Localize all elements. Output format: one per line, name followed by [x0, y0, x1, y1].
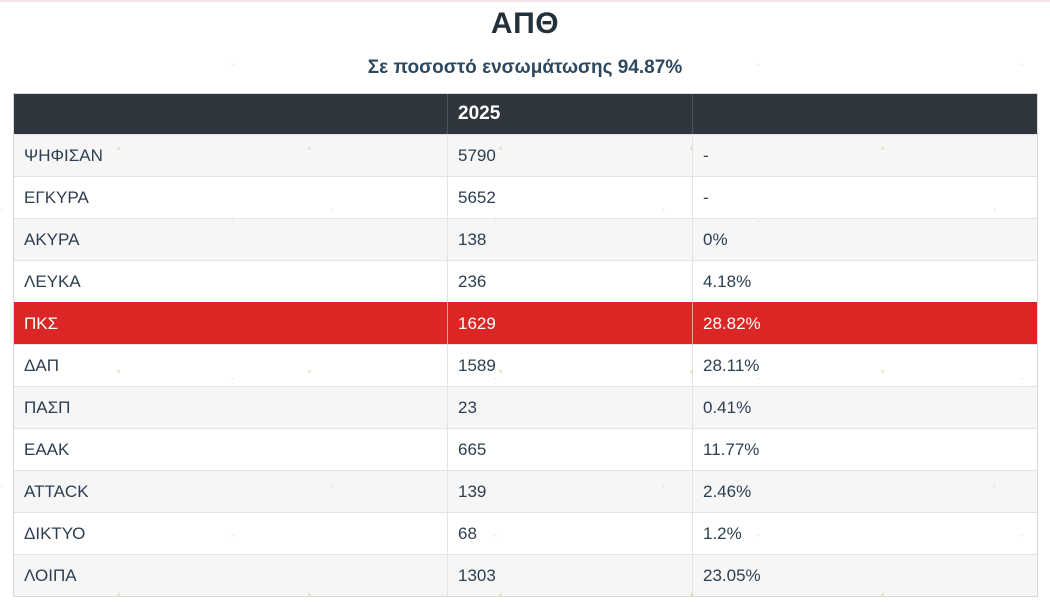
- page-subtitle: Σε ποσοστό ενσωμάτωσης 94.87%: [367, 57, 683, 78]
- percent-cell: 2.46%: [692, 470, 1037, 512]
- votes-cell: 139: [447, 470, 692, 512]
- party-label-cell: ΕΓΚΥΡΑ: [14, 176, 447, 218]
- percent-header-cell: [692, 94, 1037, 134]
- percent-cell: 23.05%: [692, 554, 1037, 596]
- party-label-cell: ΛΕΥΚΑ: [14, 260, 447, 302]
- page-title: ΑΠΘ: [490, 7, 560, 40]
- percent-cell: -: [692, 134, 1037, 176]
- table-row: ΔΑΠ 1589 28.11%: [14, 344, 1037, 386]
- party-label-cell: ΠΑΣΠ: [14, 386, 447, 428]
- party-label-cell: ATTACK: [14, 470, 447, 512]
- percent-cell: -: [692, 176, 1037, 218]
- party-label-cell: ΔΙΚΤΥΟ: [14, 512, 447, 554]
- votes-cell: 5652: [447, 176, 692, 218]
- table-row: ΕΑΑΚ 665 11.77%: [14, 428, 1037, 470]
- table-row: ΑΚΥΡΑ 138 0%: [14, 218, 1037, 260]
- votes-cell: 1629: [447, 302, 692, 344]
- votes-cell: 23: [447, 386, 692, 428]
- table-row: ΕΓΚΥΡΑ 5652 -: [14, 176, 1037, 218]
- party-label-cell: ΑΚΥΡΑ: [14, 218, 447, 260]
- party-label-cell: ΕΑΑΚ: [14, 428, 447, 470]
- table-row-highlighted: ΠΚΣ 1629 28.82%: [14, 302, 1037, 344]
- percent-cell: 28.11%: [692, 344, 1037, 386]
- year-header-cell: 2025: [447, 94, 692, 134]
- party-label-cell: ΨΗΦΙΣΑΝ: [14, 134, 447, 176]
- party-header-cell: [14, 94, 447, 134]
- votes-cell: 68: [447, 512, 692, 554]
- top-accent-line: [0, 0, 1050, 2]
- table-header-row: 2025: [14, 94, 1037, 134]
- table-row: ATTACK 139 2.46%: [14, 470, 1037, 512]
- table-row: ΠΑΣΠ 23 0.41%: [14, 386, 1037, 428]
- table-row: ΔΙΚΤΥΟ 68 1.2%: [14, 512, 1037, 554]
- votes-cell: 665: [447, 428, 692, 470]
- percent-cell: 1.2%: [692, 512, 1037, 554]
- table-row: ΛΕΥΚΑ 236 4.18%: [14, 260, 1037, 302]
- percent-cell: 0.41%: [692, 386, 1037, 428]
- votes-cell: 1303: [447, 554, 692, 596]
- party-label-cell: ΠΚΣ: [14, 302, 447, 344]
- percent-cell: 4.18%: [692, 260, 1037, 302]
- percent-cell: 0%: [692, 218, 1037, 260]
- votes-cell: 138: [447, 218, 692, 260]
- votes-cell: 1589: [447, 344, 692, 386]
- votes-cell: 5790: [447, 134, 692, 176]
- table-row: ΛΟΙΠΑ 1303 23.05%: [14, 554, 1037, 596]
- percent-cell: 11.77%: [692, 428, 1037, 470]
- table-row: ΨΗΦΙΣΑΝ 5790 -: [14, 134, 1037, 176]
- party-label-cell: ΛΟΙΠΑ: [14, 554, 447, 596]
- votes-cell: 236: [447, 260, 692, 302]
- party-label-cell: ΔΑΠ: [14, 344, 447, 386]
- percent-cell: 28.82%: [692, 302, 1037, 344]
- results-table: 2025 ΨΗΦΙΣΑΝ 5790 - ΕΓΚΥΡΑ 5652 - ΑΚΥΡΑ …: [13, 93, 1038, 597]
